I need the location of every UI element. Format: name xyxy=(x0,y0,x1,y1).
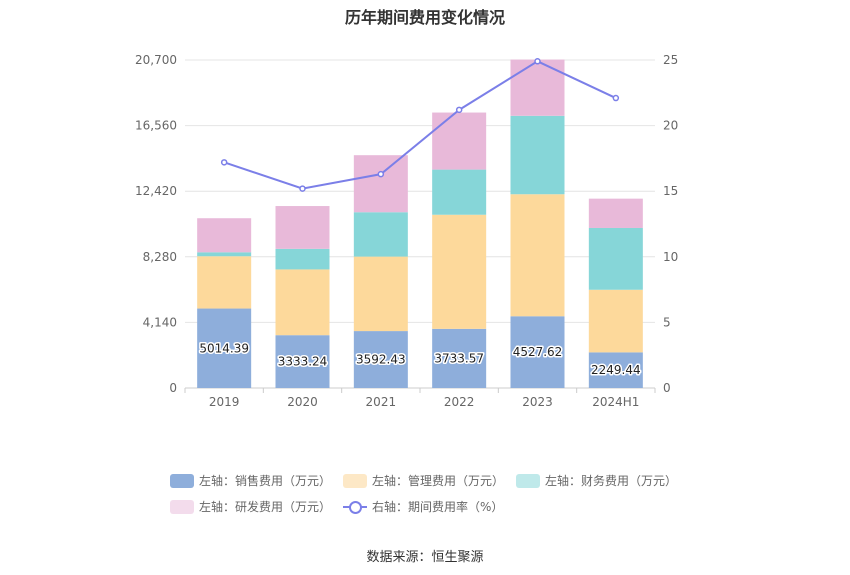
finance-bar xyxy=(197,252,252,257)
y-right-tick-label: 0 xyxy=(663,381,671,395)
y-right-tick-label: 15 xyxy=(663,184,678,198)
y-left-tick-label: 8,280 xyxy=(143,250,177,264)
y-left-tick-label: 4,140 xyxy=(143,315,177,329)
legend-label-rnd: 左轴：研发费用（万元） xyxy=(199,500,332,514)
sales-bar xyxy=(353,331,408,388)
sales-bar xyxy=(275,335,330,388)
admin-bar xyxy=(510,194,565,317)
legend-swatch-admin xyxy=(343,473,367,488)
legend-swatch-sales xyxy=(170,473,194,488)
y-right-tick-label: 20 xyxy=(663,119,678,133)
data-label: 3333.24 xyxy=(278,355,328,369)
legend-item-rnd[interactable]: 左轴：研发费用（万元） xyxy=(170,498,331,515)
legend-item-admin[interactable]: 左轴：管理费用（万元） xyxy=(343,472,504,489)
legend-swatch-finance xyxy=(516,473,540,488)
rate-point xyxy=(220,159,228,166)
rnd-bar xyxy=(510,59,565,116)
legend-line-icon xyxy=(343,500,367,514)
legend-label-rate: 右轴：期间费用率（%） xyxy=(372,500,504,514)
rate-line xyxy=(223,60,617,190)
admin-bar xyxy=(432,214,487,329)
x-tick-label: 2022 xyxy=(444,395,475,409)
x-tick-label: 2019 xyxy=(209,395,240,409)
finance-bar xyxy=(275,248,330,270)
admin-bar xyxy=(353,256,408,332)
rnd-bar xyxy=(588,198,643,228)
x-tick-label: 2024H1 xyxy=(592,395,639,409)
legend-swatch-rnd xyxy=(170,499,194,514)
y-right-tick-label: 5 xyxy=(663,315,671,329)
legend-label-admin: 左轴：管理费用（万元） xyxy=(372,474,505,488)
admin-bar xyxy=(275,269,330,336)
sales-bar xyxy=(588,352,643,388)
finance-bar xyxy=(510,115,565,195)
y-right-tick-label: 25 xyxy=(663,53,678,67)
data-label: 4527.62 xyxy=(513,345,563,359)
sales-bar xyxy=(432,328,487,388)
finance-bar xyxy=(588,227,643,290)
rate-point xyxy=(455,106,463,114)
rate-point xyxy=(534,58,541,65)
y-left-tick-label: 16,560 xyxy=(135,119,177,133)
y-left-tick-label: 0 xyxy=(169,381,177,395)
sales-bar xyxy=(510,316,565,388)
rate-point xyxy=(299,185,306,192)
legend-label-finance: 左轴：财务费用（万元） xyxy=(545,474,678,488)
y-right-tick-label: 10 xyxy=(663,250,678,264)
x-tick-label: 2020 xyxy=(287,395,318,409)
legend-item-rate[interactable]: 右轴：期间费用率（%） xyxy=(343,498,503,515)
legend-item-sales[interactable]: 左轴：销售费用（万元） xyxy=(170,472,331,489)
y-left-tick-label: 20,700 xyxy=(135,53,177,67)
rnd-bar xyxy=(432,112,487,170)
admin-bar xyxy=(588,289,643,353)
rnd-bar xyxy=(353,155,408,213)
data-label: 3733.57 xyxy=(434,351,484,365)
rate-point xyxy=(377,170,385,178)
legend-item-finance[interactable]: 左轴：财务费用（万元） xyxy=(516,472,677,489)
rnd-bar xyxy=(197,218,252,253)
legend-label-sales: 左轴：销售费用（万元） xyxy=(199,474,332,488)
data-label: 2249.44 xyxy=(591,363,641,377)
x-tick-label: 2021 xyxy=(366,395,397,409)
x-tick-label: 2023 xyxy=(522,395,553,409)
rnd-bar xyxy=(275,206,330,249)
source-note: 数据来源：恒生聚源 xyxy=(366,550,484,565)
finance-bar xyxy=(353,212,408,257)
sales-bar xyxy=(197,308,252,388)
admin-bar xyxy=(197,256,252,309)
finance-bar xyxy=(432,169,487,215)
y-left-tick-label: 12,420 xyxy=(135,184,177,198)
data-label: 5014.39 xyxy=(199,341,249,355)
chart-title: 历年期间费用变化情况 xyxy=(344,8,505,27)
data-label: 3592.43 xyxy=(356,353,406,367)
rate-point xyxy=(612,94,620,102)
